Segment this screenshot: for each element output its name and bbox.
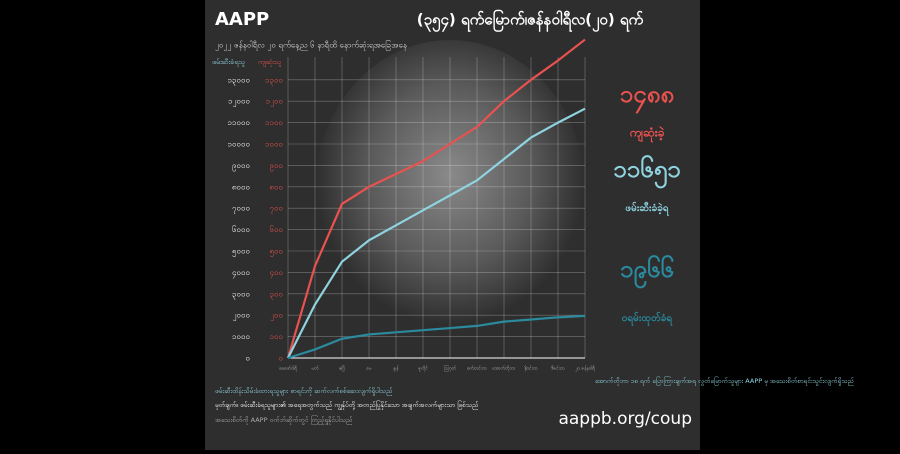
x-tick-label: ဒီဇင်ဘာ — [551, 366, 565, 372]
subtitle: ၂၀၂၂ ဇန်နဝါရီလ ၂၀ ရက်နေ့ည ၆ နာရီထိ နောက်… — [215, 40, 408, 52]
footer: အသေးစိတ်ကို AAPP ဝက်ဘ်ဆိုက်တွင် ကြည့်ရှု… — [215, 415, 353, 425]
legend-label: ကျဆုံးခဲ့ — [628, 125, 664, 144]
footer: မှတ်ချက်။ ဖမ်းဆီးခံရသူများ၏ အရေအတွက်သည် … — [215, 400, 479, 411]
y2-tick-label: ၃၀၀ — [270, 289, 284, 300]
x-tick-label: ဖေဖော်ဝါရီ — [279, 366, 297, 372]
y-tick-label: ၉၀၀၀ — [232, 161, 250, 172]
y2-tick-label: ၁၁၀၀ — [265, 118, 283, 127]
y2-tick-label: ၅၀၀ — [270, 247, 284, 258]
x-tick-label: ဩဂုတ် — [444, 365, 457, 372]
y2-tick-label: ၁၃၀၀ — [265, 75, 283, 86]
portrait — [315, 40, 585, 340]
y2-tick-label: ၆၀၀ — [270, 224, 284, 234]
url: aappb.org/coup — [558, 409, 692, 429]
y-tick-label: ၇၀၀၀ — [232, 204, 250, 215]
y-tick-label: ၁၃၀၀၀ — [228, 75, 251, 86]
x-tick-label: အောက်တိုဘာ — [492, 366, 515, 372]
y2-tick-label: ၁၀၀၀ — [265, 140, 283, 149]
y2-tick-label: ၇၀၀ — [270, 204, 284, 215]
y-tick-label: ၁၂၀၀၀ — [228, 97, 250, 108]
y-tick-label: ၃၀၀၀ — [232, 289, 250, 300]
x-tick-label: ဇွန် — [393, 366, 399, 372]
legend-label: ဖမ်းဆီးခံခဲ့ရ — [625, 201, 668, 217]
note: ဖမ်းဆီးထိန်းသိမ်းခံထားရသူများ စာရင်းကို … — [215, 387, 393, 396]
x-tick-label: ၂၀ ဇန်နဝါရီ — [574, 366, 595, 372]
y-tick-label: ၀ — [246, 354, 251, 363]
y-tick-label: ၁၁၀၀၀ — [228, 118, 251, 127]
legend-label: ဝရမ်းထုတ်ခံရ — [622, 311, 673, 327]
x-tick-label: ဧပြီ — [339, 365, 346, 372]
brand: AAPP — [215, 9, 269, 30]
x-tick-label: မေ — [366, 367, 371, 372]
series-line — [287, 314, 586, 360]
series-line — [287, 107, 586, 359]
y2-tick-label: ၈၀၀ — [269, 182, 283, 191]
y2-tick-label: ၉၀၀ — [270, 161, 284, 172]
y2-tick-label: ၁၂၀၀ — [266, 97, 283, 108]
x-tick-label: နိုဝင်ဘာ — [524, 366, 538, 372]
y-tick-label: ၂၀၀၀ — [233, 311, 250, 322]
series-line — [286, 38, 586, 359]
y2-tick-label: ၂၀၀ — [270, 311, 283, 322]
y2-tick-label: ၀ — [279, 354, 284, 363]
y-tick-label: ၁၀၀၀ — [232, 332, 250, 341]
y-tick-label: ၈၀၀၀ — [232, 182, 250, 191]
y-axis-label: ဖမ်းဆီးခံရသူ — [212, 58, 245, 67]
x-tick-label: ဇူလိုင် — [418, 366, 428, 372]
y-tick-label: ၁၀၀၀၀ — [228, 140, 251, 149]
note: အောက်တိုဘာ ၁၈ ရက် ပြောကြားချက်အရ လွတ်မြေ… — [595, 376, 854, 386]
y2-axis-label: ကျဆုံးသူ — [258, 58, 282, 67]
y-tick-label: ၅၀၀၀ — [232, 247, 250, 258]
y-tick-label: ၆၀၀၀ — [232, 224, 250, 234]
x-tick-label: စက်တင်ဘာ — [467, 366, 487, 372]
y2-tick-label: ၄၀၀ — [270, 268, 284, 279]
y2-tick-label: ၁၀၀ — [270, 332, 284, 341]
x-tick-label: မတ် — [312, 366, 320, 372]
y-tick-label: ၄၀၀၀ — [232, 268, 250, 279]
